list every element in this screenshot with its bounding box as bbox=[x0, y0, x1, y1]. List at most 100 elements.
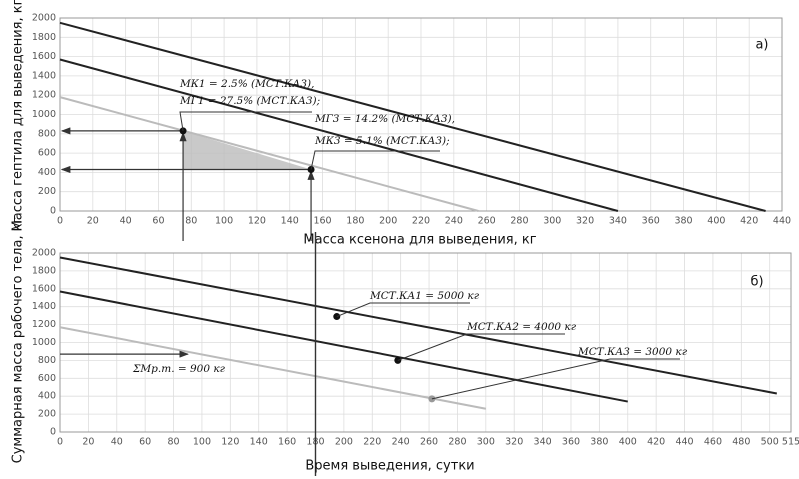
x-tick-label: 220 bbox=[363, 437, 381, 448]
x-tick-label: 400 bbox=[707, 216, 725, 227]
x-tick-label: 360 bbox=[642, 216, 660, 227]
x-tick-label: 260 bbox=[420, 437, 438, 448]
x-tick-label: 380 bbox=[674, 216, 692, 227]
annotation: MК3 = 5.1% (MСТ.КА3); bbox=[314, 135, 450, 147]
y-tick-label: 200 bbox=[38, 409, 56, 420]
y-tick-label: 1000 bbox=[32, 337, 56, 348]
series-line bbox=[59, 21, 766, 212]
annotation: MСТ.КА3 = 3000 кг bbox=[577, 346, 688, 358]
x-tick-label: 100 bbox=[193, 437, 211, 448]
y-tick-label: 800 bbox=[38, 128, 56, 139]
x-tick-label: 120 bbox=[248, 216, 266, 227]
y-tick-label: 400 bbox=[38, 167, 56, 178]
x-tick-label: 0 bbox=[57, 437, 63, 448]
y-tick-label: 600 bbox=[38, 373, 56, 384]
x-tick-label: 20 bbox=[82, 437, 94, 448]
panel-label: б) bbox=[750, 275, 763, 290]
y-tick-label: 800 bbox=[38, 355, 56, 366]
y-tick-label: 1800 bbox=[32, 32, 56, 43]
x-tick-label: 420 bbox=[740, 216, 758, 227]
x-tick-label: 80 bbox=[185, 216, 197, 227]
y-tick-label: 1600 bbox=[32, 283, 56, 294]
x-tick-label: 480 bbox=[732, 437, 750, 448]
annotation: MСТ.КА2 = 4000 кг bbox=[466, 321, 577, 333]
x-axis-label: Масса ксенона для выведения, кг bbox=[303, 233, 536, 248]
y-axis-label: Суммарная масса рабочего тела, кг bbox=[11, 216, 26, 463]
leader-line bbox=[397, 333, 565, 361]
shaded-area bbox=[183, 130, 312, 170]
x-tick-label: 420 bbox=[647, 437, 665, 448]
series-line bbox=[59, 256, 777, 395]
x-tick-label: 400 bbox=[619, 437, 637, 448]
x-tick-label: 40 bbox=[120, 216, 132, 227]
y-tick-label: 600 bbox=[38, 148, 56, 159]
x-tick-label: 360 bbox=[562, 437, 580, 448]
x-tick-label: 140 bbox=[281, 216, 299, 227]
y-tick-label: 1400 bbox=[32, 301, 56, 312]
x-tick-label: 240 bbox=[445, 216, 463, 227]
x-tick-label: 60 bbox=[139, 437, 151, 448]
y-tick-label: 1600 bbox=[32, 51, 56, 62]
y-tick-label: 0 bbox=[50, 206, 56, 217]
x-tick-label: 200 bbox=[379, 216, 397, 227]
x-tick-label: 320 bbox=[576, 216, 594, 227]
series-line bbox=[59, 290, 628, 403]
x-tick-label: 160 bbox=[313, 216, 331, 227]
y-tick-label: 1000 bbox=[32, 109, 56, 120]
x-tick-label: 500 bbox=[761, 437, 779, 448]
x-tick-label: 60 bbox=[152, 216, 164, 227]
x-tick-label: 515 bbox=[782, 437, 799, 448]
x-tick-label: 220 bbox=[412, 216, 430, 227]
x-tick-label: 40 bbox=[111, 437, 123, 448]
y-tick-label: 2000 bbox=[32, 13, 56, 24]
y-tick-label: 1400 bbox=[32, 70, 56, 81]
x-tick-label: 20 bbox=[87, 216, 99, 227]
y-tick-label: 1800 bbox=[32, 265, 56, 276]
annotation: MК1 = 2.5% (MСТ.КА3), bbox=[179, 78, 314, 90]
plot-frame bbox=[59, 252, 792, 433]
y-axis-label: Масса гептила для выведения, кг bbox=[11, 0, 26, 231]
leader-line bbox=[431, 358, 680, 400]
annotation: MГ3 = 14.2% (MСТ.КА3), bbox=[314, 113, 455, 125]
x-tick-label: 120 bbox=[221, 437, 239, 448]
series-line bbox=[59, 326, 487, 410]
x-tick-label: 160 bbox=[278, 437, 296, 448]
x-tick-label: 100 bbox=[215, 216, 233, 227]
x-tick-label: 440 bbox=[675, 437, 693, 448]
annotation: ΣMр.т. = 900 кг bbox=[132, 363, 226, 375]
y-tick-label: 200 bbox=[38, 186, 56, 197]
leader-line bbox=[336, 302, 470, 318]
x-axis-label: Время выведения, сутки bbox=[305, 459, 474, 474]
x-tick-label: 80 bbox=[168, 437, 180, 448]
y-tick-label: 2000 bbox=[32, 248, 56, 259]
leader-line bbox=[310, 150, 440, 170]
series-line bbox=[59, 96, 479, 212]
annotation: MСТ.КА1 = 5000 кг bbox=[369, 290, 480, 302]
x-tick-label: 300 bbox=[477, 437, 495, 448]
series-line bbox=[59, 58, 619, 212]
x-tick-label: 380 bbox=[590, 437, 608, 448]
panel-label: а) bbox=[755, 38, 768, 53]
leader-line bbox=[179, 111, 312, 131]
annotation: MГ1 = 27.5% (MСТ.КА3); bbox=[179, 95, 320, 107]
x-tick-label: 240 bbox=[392, 437, 410, 448]
x-tick-label: 280 bbox=[510, 216, 528, 227]
y-tick-label: 0 bbox=[50, 427, 56, 438]
x-tick-label: 440 bbox=[773, 216, 791, 227]
x-tick-label: 340 bbox=[609, 216, 627, 227]
x-tick-label: 280 bbox=[448, 437, 466, 448]
x-tick-label: 460 bbox=[704, 437, 722, 448]
plot-frame bbox=[59, 17, 783, 212]
y-tick-label: 1200 bbox=[32, 319, 56, 330]
x-tick-label: 320 bbox=[505, 437, 523, 448]
y-tick-label: 1200 bbox=[32, 90, 56, 101]
x-tick-label: 200 bbox=[335, 437, 353, 448]
x-tick-label: 180 bbox=[346, 216, 364, 227]
x-tick-label: 0 bbox=[57, 216, 63, 227]
x-tick-label: 140 bbox=[250, 437, 268, 448]
x-tick-label: 260 bbox=[478, 216, 496, 227]
x-tick-label: 300 bbox=[543, 216, 561, 227]
y-tick-label: 400 bbox=[38, 391, 56, 402]
x-tick-label: 340 bbox=[534, 437, 552, 448]
